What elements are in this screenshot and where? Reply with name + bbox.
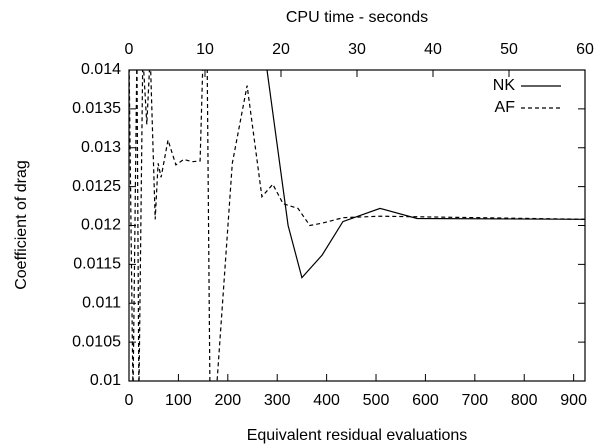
x-tick-label: 900 <box>560 392 587 409</box>
y-tick-label: 0.013 <box>81 139 121 156</box>
y-tick-label: 0.0105 <box>72 333 121 350</box>
x-tick-label: 800 <box>511 392 538 409</box>
top-tick-label: 30 <box>348 41 366 58</box>
data-line <box>266 70 585 279</box>
y-tick-label: 0.012 <box>81 217 121 234</box>
y-tick-label: 0.0115 <box>73 256 121 273</box>
legend-label: AF <box>495 99 516 116</box>
top-tick-label: 20 <box>272 41 290 58</box>
legend-label: NK <box>493 77 516 94</box>
data-line <box>129 70 585 381</box>
top-tick-label: 50 <box>500 41 518 58</box>
x-tick-label: 600 <box>412 392 439 409</box>
y-axis-label: Coefficient of drag <box>13 160 30 290</box>
top-tick-label: 10 <box>196 41 214 58</box>
top-axis-label: CPU time - seconds <box>286 9 428 26</box>
top-tick-label: 0 <box>125 41 134 58</box>
x-tick-label: 200 <box>214 392 241 409</box>
x-tick-label: 300 <box>264 392 291 409</box>
x-axis-label: Equivalent residual evaluations <box>247 427 468 444</box>
top-tick-label: 60 <box>576 41 594 58</box>
y-tick-label: 0.011 <box>82 294 121 311</box>
x-tick-label: 500 <box>363 392 390 409</box>
x-tick-label: 100 <box>165 392 192 409</box>
y-tick-label: 0.014 <box>81 61 121 78</box>
plot-frame <box>128 69 586 382</box>
x-tick-label: 700 <box>461 392 488 409</box>
top-tick-label: 40 <box>424 41 442 58</box>
y-tick-label: 0.0125 <box>72 178 121 195</box>
x-tick-label: 400 <box>313 392 340 409</box>
plot-area <box>129 70 585 381</box>
y-tick-label: 0.0135 <box>72 100 121 117</box>
y-tick-label: 0.01 <box>90 372 121 389</box>
x-tick-label: 0 <box>125 392 134 409</box>
